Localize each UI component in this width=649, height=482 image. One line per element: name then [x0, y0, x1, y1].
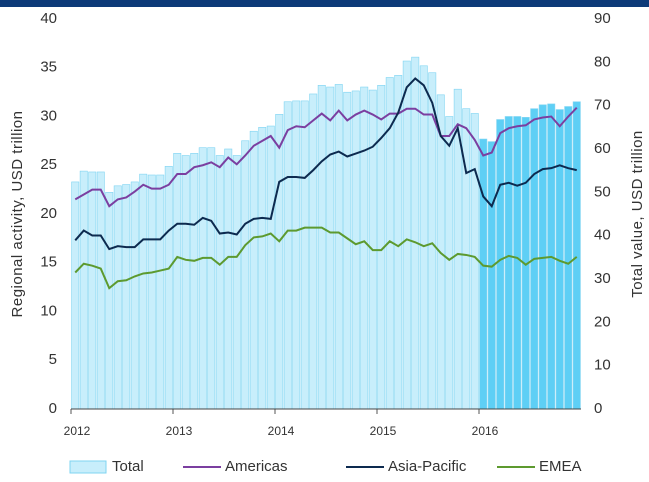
bar: [445, 116, 454, 410]
y2-tick-label: 10: [594, 357, 611, 374]
bar: [470, 113, 479, 410]
x-tick-label: 2012: [64, 424, 91, 438]
bar: [504, 116, 513, 410]
bar: [300, 100, 309, 410]
x-tick-label: 2015: [370, 424, 397, 438]
bar: [419, 65, 428, 410]
bar: [360, 86, 369, 410]
bar: [334, 84, 343, 410]
y-axis-title: Regional activity, USD trillion: [9, 111, 26, 318]
bar: [105, 192, 114, 410]
y2-tick-label: 50: [594, 183, 611, 200]
y2-tick-label: 70: [594, 97, 611, 114]
bar: [479, 138, 488, 410]
bar: [317, 85, 326, 410]
bar: [326, 86, 335, 410]
legend-label: Asia-Pacific: [388, 458, 467, 475]
bar: [292, 100, 301, 410]
bar: [351, 90, 360, 410]
x-tick-label: 2013: [166, 424, 193, 438]
bar: [207, 147, 216, 410]
bar: [266, 125, 275, 410]
y2-tick-label: 30: [594, 270, 611, 287]
x-tick-label: 2014: [268, 424, 295, 438]
legend-label: Total: [112, 458, 144, 475]
legend-swatch: [69, 460, 107, 474]
bar: [147, 174, 156, 410]
bar: [462, 108, 471, 410]
bar: [122, 184, 131, 410]
y-tick-label: 35: [40, 59, 57, 76]
y2-tick-label: 0: [594, 400, 602, 417]
bar: [88, 171, 97, 410]
y2-tick-label: 60: [594, 140, 611, 157]
bar: [283, 101, 292, 410]
y-tick-label: 5: [49, 351, 57, 368]
bar: [130, 181, 139, 410]
bar: [139, 173, 148, 410]
bar: [249, 130, 258, 410]
bar: [496, 119, 505, 410]
y2-tick-label: 20: [594, 313, 611, 330]
bar: [241, 140, 250, 410]
bar: [79, 170, 88, 410]
bar: [564, 106, 573, 410]
bar: [258, 127, 267, 410]
bar: [96, 171, 105, 410]
bar: [343, 91, 352, 410]
line: [74, 77, 577, 251]
bar: [190, 153, 199, 410]
y-tick-label: 15: [40, 254, 57, 271]
y2-tick-label: 90: [594, 10, 611, 27]
y-tick-label: 40: [40, 10, 57, 27]
line: [74, 226, 578, 290]
bar: [215, 155, 224, 410]
bar: [513, 116, 522, 410]
y-tick-label: 30: [40, 107, 57, 124]
bar: [402, 60, 411, 410]
y-tick-label: 20: [40, 205, 57, 222]
bar: [309, 93, 318, 410]
line: [74, 107, 578, 208]
bar: [275, 114, 284, 410]
bar: [181, 155, 190, 410]
bar: [164, 166, 173, 410]
bar: [394, 75, 403, 410]
y2-tick-label: 80: [594, 53, 611, 70]
legend-label: Americas: [225, 458, 288, 475]
bar: [224, 148, 233, 410]
y2-tick-label: 40: [594, 227, 611, 244]
legend-label: EMEA: [539, 458, 582, 475]
y-tick-label: 10: [40, 302, 57, 319]
y-tick-label: 0: [49, 400, 57, 417]
bar: [113, 185, 122, 410]
bar: [198, 147, 207, 410]
x-tick-label: 2016: [472, 424, 499, 438]
title-banner: [0, 0, 649, 7]
legend: Total Americas Asia-Pacific EMEA: [69, 458, 582, 475]
bar: [173, 153, 182, 410]
bar: [71, 181, 80, 410]
y2-axis-title: Total value, USD trillion: [629, 130, 646, 298]
y-tick-label: 25: [40, 156, 57, 173]
bar: [572, 101, 581, 410]
bar: [156, 174, 165, 410]
bar: [487, 141, 496, 410]
bar: [232, 155, 241, 410]
